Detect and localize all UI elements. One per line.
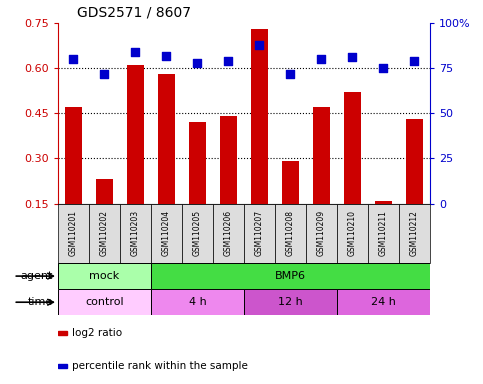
Point xyxy=(256,41,263,48)
Bar xyxy=(275,204,306,263)
Bar xyxy=(344,92,361,204)
Text: GDS2571 / 8607: GDS2571 / 8607 xyxy=(77,5,191,19)
Bar xyxy=(189,122,206,204)
Text: mock: mock xyxy=(89,271,120,281)
Text: GSM110203: GSM110203 xyxy=(131,210,140,257)
Point xyxy=(317,56,325,62)
Bar xyxy=(58,331,67,335)
Point xyxy=(163,53,170,59)
Bar xyxy=(406,119,423,204)
Point xyxy=(100,71,108,77)
Text: 24 h: 24 h xyxy=(371,297,396,307)
Bar xyxy=(368,204,399,263)
Bar xyxy=(89,204,120,263)
Bar xyxy=(58,364,67,367)
Bar xyxy=(313,107,330,204)
Bar xyxy=(96,179,113,204)
Bar xyxy=(58,204,89,263)
Text: GSM110212: GSM110212 xyxy=(410,210,419,256)
Bar xyxy=(65,107,82,204)
Bar xyxy=(306,204,337,263)
Point xyxy=(349,54,356,60)
Point xyxy=(411,58,418,64)
Bar xyxy=(337,289,430,315)
Text: percentile rank within the sample: percentile rank within the sample xyxy=(72,361,248,371)
Text: GSM110205: GSM110205 xyxy=(193,210,202,257)
Text: time: time xyxy=(28,297,53,307)
Bar xyxy=(151,289,244,315)
Bar xyxy=(58,289,151,315)
Text: GSM110206: GSM110206 xyxy=(224,210,233,257)
Bar xyxy=(251,29,268,204)
Text: GSM110207: GSM110207 xyxy=(255,210,264,257)
Text: GSM110210: GSM110210 xyxy=(348,210,357,256)
Text: control: control xyxy=(85,297,124,307)
Bar xyxy=(158,74,175,204)
Bar xyxy=(127,65,144,204)
Text: log2 ratio: log2 ratio xyxy=(72,328,122,338)
Bar xyxy=(282,161,299,204)
Bar xyxy=(399,204,430,263)
Point xyxy=(225,58,232,64)
Bar xyxy=(151,263,430,289)
Bar xyxy=(213,204,244,263)
Bar xyxy=(58,263,151,289)
Text: 4 h: 4 h xyxy=(188,297,206,307)
Point xyxy=(70,56,77,62)
Bar xyxy=(120,204,151,263)
Bar xyxy=(337,204,368,263)
Text: GSM110204: GSM110204 xyxy=(162,210,171,257)
Bar xyxy=(151,204,182,263)
Text: GSM110208: GSM110208 xyxy=(286,210,295,256)
Point xyxy=(194,60,201,66)
Text: BMP6: BMP6 xyxy=(275,271,306,281)
Point xyxy=(380,65,387,71)
Point xyxy=(286,71,294,77)
Text: 12 h: 12 h xyxy=(278,297,303,307)
Bar xyxy=(375,200,392,204)
Bar xyxy=(244,204,275,263)
Text: GSM110211: GSM110211 xyxy=(379,210,388,256)
Bar xyxy=(182,204,213,263)
Text: agent: agent xyxy=(21,271,53,281)
Text: GSM110202: GSM110202 xyxy=(100,210,109,256)
Text: GSM110209: GSM110209 xyxy=(317,210,326,257)
Text: GSM110201: GSM110201 xyxy=(69,210,78,256)
Point xyxy=(131,49,139,55)
Bar xyxy=(244,289,337,315)
Bar xyxy=(220,116,237,204)
